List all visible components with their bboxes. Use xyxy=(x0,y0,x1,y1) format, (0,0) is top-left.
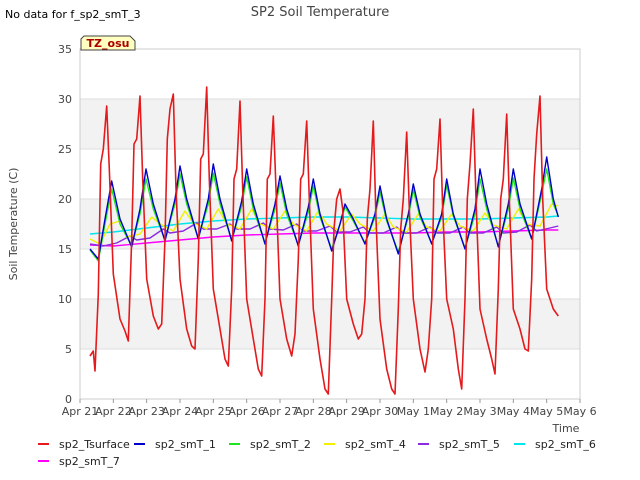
y-tick-label-35: 35 xyxy=(58,43,72,56)
legend-label-sp2_Tsurface: sp2_Tsurface xyxy=(59,438,130,451)
series-line-sp2_smT_7 xyxy=(89,229,559,247)
band-25-30 xyxy=(80,99,580,149)
y-tick-label-0: 0 xyxy=(65,393,72,406)
legend-label-sp2_smT_5: sp2_smT_5 xyxy=(439,438,500,451)
x-tick-label: Apr 22 xyxy=(95,405,132,418)
y-axis-ticks: 0 5 10 15 20 25 30 35 xyxy=(58,43,72,406)
y-axis-label: Soil Temperature (C) xyxy=(7,168,20,281)
y-tick-label-30: 30 xyxy=(58,93,72,106)
series-lines xyxy=(89,86,559,395)
legend-label-sp2_smT_6: sp2_smT_6 xyxy=(535,438,596,451)
legend: sp2_Tsurface sp2_smT_1 sp2_smT_2 sp2_smT_4 s… xyxy=(38,438,596,468)
x-tick-label: May 5 xyxy=(530,405,563,418)
x-tick-label: Apr 23 xyxy=(128,405,165,418)
x-tick-label: May 3 xyxy=(463,405,496,418)
x-axis-label: Time xyxy=(552,422,580,435)
legend-item-sp2_smT_4: sp2_smT_4 xyxy=(324,438,406,451)
legend-label-sp2_smT_4: sp2_smT_4 xyxy=(345,438,406,451)
x-tick-label: Apr 26 xyxy=(228,405,265,418)
y-tick-label-25: 25 xyxy=(58,143,72,156)
legend-item-sp2_smT_2: sp2_smT_2 xyxy=(229,438,311,451)
x-tick-label: Apr 29 xyxy=(328,405,365,418)
legend-label-sp2_smT_7: sp2_smT_7 xyxy=(59,455,120,468)
legend-item-sp2_Tsurface: sp2_Tsurface xyxy=(38,438,130,451)
x-tick-label: Apr 25 xyxy=(195,405,232,418)
y-tick-label-20: 20 xyxy=(58,193,72,206)
x-tick-label: Apr 28 xyxy=(295,405,332,418)
x-tick-label: May 4 xyxy=(497,405,530,418)
x-tick-label: May 2 xyxy=(430,405,463,418)
background-bands xyxy=(80,99,580,349)
x-tick-label: Apr 27 xyxy=(262,405,299,418)
series-line-sp2_smT_4 xyxy=(89,203,559,245)
x-tick-label: Apr 21 xyxy=(62,405,99,418)
series-line-sp2_Tsurface xyxy=(89,86,559,395)
plot-frame xyxy=(79,48,581,400)
y-tick-label-10: 10 xyxy=(58,293,72,306)
tz-tag-label: TZ_osu xyxy=(87,37,130,50)
y-tick-label-5: 5 xyxy=(65,343,72,356)
legend-label-sp2_smT_1: sp2_smT_1 xyxy=(155,438,216,451)
x-tick-label: Apr 30 xyxy=(362,405,399,418)
no-data-note: No data for f_sp2_smT_3 xyxy=(5,8,141,21)
tz-tag-box xyxy=(80,35,136,51)
legend-item-sp2_smT_7: sp2_smT_7 xyxy=(38,455,120,468)
legend-item-sp2_smT_6: sp2_smT_6 xyxy=(514,438,596,451)
y-tick-label-15: 15 xyxy=(58,243,72,256)
legend-label-sp2_smT_2: sp2_smT_2 xyxy=(250,438,311,451)
legend-item-sp2_smT_5: sp2_smT_5 xyxy=(418,438,500,451)
tz-tag: TZ_osu xyxy=(80,35,136,51)
band-15-20 xyxy=(80,199,580,249)
x-tick-label: May 1 xyxy=(397,405,430,418)
legend-item-sp2_smT_1: sp2_smT_1 xyxy=(134,438,216,451)
x-tick-label: Apr 24 xyxy=(162,405,199,418)
x-tick-label: May 6 xyxy=(563,405,596,418)
series-line-sp2_smT_1 xyxy=(89,156,559,260)
chart-title: SP2 Soil Temperature xyxy=(251,5,389,20)
